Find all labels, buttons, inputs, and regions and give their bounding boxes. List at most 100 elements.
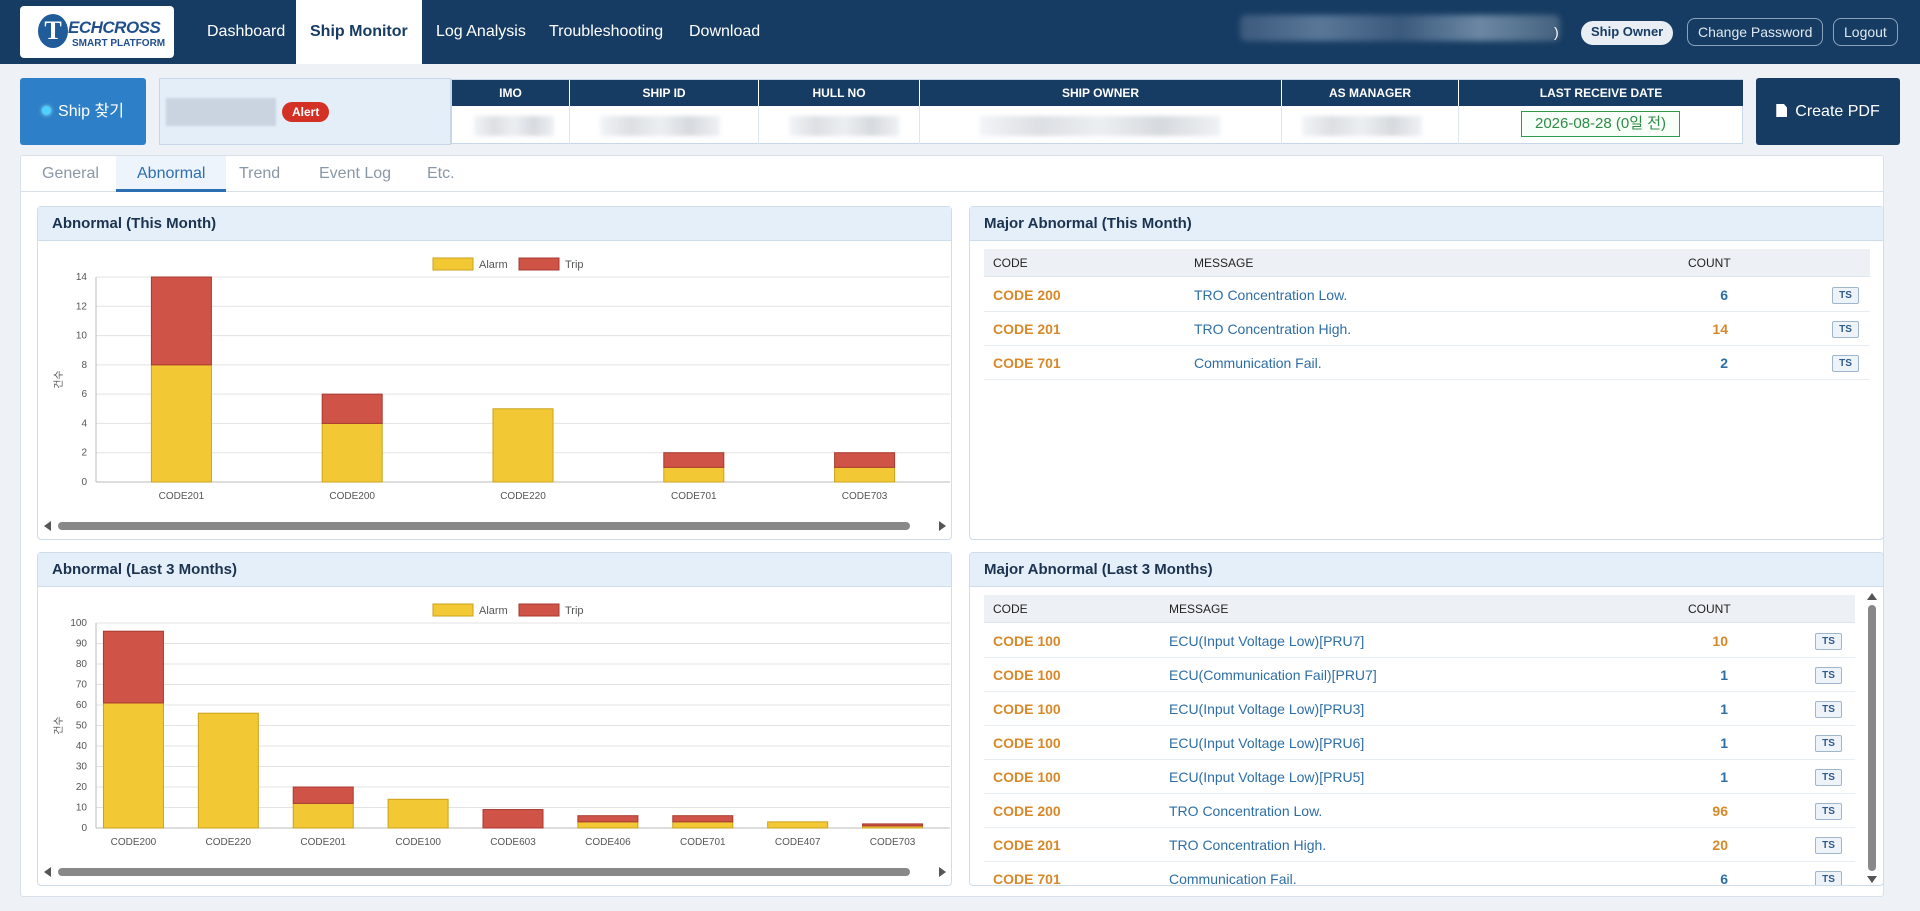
header-count: COUNT [1688,602,1731,616]
table-row: CODE 100 ECU(Input Voltage Low)[PRU7] 10 TS [984,624,1855,658]
row-message[interactable]: TRO Concentration Low. [1194,287,1348,303]
nav-dashboard[interactable]: Dashboard [207,23,286,40]
nav-download[interactable]: Download [689,23,761,40]
tab-etc[interactable]: Etc. [427,165,455,182]
ship-monitor-panel: General Abnormal Trend Event Log Etc. Ab… [20,155,1884,897]
row-message[interactable]: ECU(Input Voltage Low)[PRU6] [1169,735,1365,751]
major-3m-title: Major Abnormal (Last 3 Months) [970,553,1883,587]
ts-button[interactable]: TS [1832,321,1859,338]
tab-event-log[interactable]: Event Log [319,165,392,182]
row-count: 1 [1720,735,1728,751]
col-ship-owner: SHIP OWNER [920,80,1282,106]
logout-button[interactable]: Logout [1833,18,1898,46]
scroll-left-icon[interactable] [44,521,51,531]
y-tick-label: 8 [81,360,87,371]
scroll-right-icon[interactable] [939,867,946,877]
row-message[interactable]: ECU(Communication Fail)[PRU7] [1169,667,1377,683]
create-pdf-button[interactable]: Create PDF [1756,78,1900,145]
nav-ship-monitor[interactable]: Ship Monitor [296,0,422,64]
ship-find-label: Ship 찾기 [58,103,124,120]
techcross-logo[interactable]: T ECHCROSS SMART PLATFORM [20,6,174,58]
x-tick-label: CODE201 [300,837,346,848]
major-3m-vscrollbar[interactable] [1866,591,1878,885]
bar-alarm-code406 [577,821,639,829]
table-header: CODE MESSAGE COUNT [984,595,1855,623]
table-row: CODE 201 TRO Concentration High. 14 TS [984,312,1870,346]
logo-wordmark: ECHCROSS [68,18,161,37]
x-tick-label: CODE220 [500,491,546,502]
ts-button[interactable]: TS [1815,735,1842,752]
scroll-down-icon[interactable] [1867,876,1877,883]
legend-swatch-alarm [432,603,474,617]
ts-button[interactable]: TS [1815,769,1842,786]
ts-button[interactable]: TS [1832,287,1859,304]
row-code: CODE 100 [993,667,1061,683]
bar-alarm-code200 [321,422,383,483]
row-message[interactable]: ECU(Input Voltage Low)[PRU5] [1169,769,1365,785]
abnormal-month-card: Abnormal (This Month) Alarm Trip 0 2 4 6 8 10 12… [37,206,952,540]
major-3m-table: CODE MESSAGE COUNT CODE 100 ECU(Input Vol… [984,595,1855,885]
ts-button[interactable]: TS [1815,803,1842,820]
row-message[interactable]: ECU(Input Voltage Low)[PRU7] [1169,633,1365,649]
major-month-card: Major Abnormal (This Month) CODE MESSAGE… [969,206,1884,540]
scroll-right-icon[interactable] [939,521,946,531]
col-last-receive-date: LAST RECEIVE DATE [1459,80,1743,106]
row-message[interactable]: TRO Concentration High. [1169,837,1327,853]
ts-button[interactable]: TS [1815,837,1842,854]
table-row: CODE 100 ECU(Communication Fail)[PRU7] 1 TS [984,658,1855,692]
abnormal-month-hscrollbar[interactable] [40,519,950,533]
bar-trip-code200 [321,393,383,424]
row-message[interactable]: ECU(Input Voltage Low)[PRU3] [1169,701,1365,717]
y-tick-label: 100 [70,618,87,629]
ts-button[interactable]: TS [1815,701,1842,718]
ts-button[interactable]: TS [1815,633,1842,650]
row-message[interactable]: Communication Fail. [1194,355,1322,371]
x-tick-label: CODE407 [775,837,821,848]
bar-trip-code701 [663,452,725,468]
scroll-thumb[interactable] [1868,605,1876,871]
y-tick-label: 14 [76,272,88,283]
y-tick-label: 30 [76,762,88,773]
ship-name-redacted [166,98,276,126]
tab-general[interactable]: General [42,165,99,182]
bar-alarm-code703 [834,466,896,483]
bar-trip-code201 [292,786,354,804]
row-message[interactable]: TRO Concentration High. [1194,321,1352,337]
scroll-thumb[interactable] [58,522,910,530]
row-code: CODE 200 [993,287,1061,303]
user-name-redacted [1240,15,1560,41]
y-tick-label: 60 [76,700,88,711]
header-count: COUNT [1688,256,1731,270]
ship-find-button[interactable]: Ship 찾기 [20,78,146,145]
nav-log-analysis[interactable]: Log Analysis [436,23,526,40]
row-message[interactable]: Communication Fail. [1169,871,1297,885]
ts-button[interactable]: TS [1815,871,1842,885]
row-message[interactable]: TRO Concentration Low. [1169,803,1323,819]
table-row: CODE 100 ECU(Input Voltage Low)[PRU5] 1 TS [984,760,1855,794]
last-receive-date: 2026-08-28 (0일 전) [1521,111,1680,137]
bar-alarm-code220 [492,408,554,483]
header-code: CODE [993,602,1028,616]
row-count: 6 [1720,287,1728,303]
cell-as-manager [1282,106,1459,144]
bar-trip-code200 [102,630,164,704]
abnormal-3m-hscrollbar[interactable] [40,865,950,879]
bar-trip-code603 [482,809,544,829]
table-row: CODE 701 Communication Fail. 6 TS [984,862,1855,885]
ts-button[interactable]: TS [1832,355,1859,372]
nav-troubleshooting[interactable]: Troubleshooting [549,23,664,40]
scroll-left-icon[interactable] [44,867,51,877]
scroll-up-icon[interactable] [1867,593,1877,600]
scroll-thumb[interactable] [58,868,910,876]
legend-label-trip: Trip [565,605,584,617]
row-count: 20 [1712,837,1728,853]
bar-alarm-code220 [197,712,259,829]
cell-ship-id [570,106,759,144]
tab-abnormal[interactable]: Abnormal [116,156,227,192]
ts-button[interactable]: TS [1815,667,1842,684]
row-code: CODE 701 [993,871,1061,885]
header-message: MESSAGE [1194,256,1254,270]
change-password-button[interactable]: Change Password [1687,18,1824,46]
tab-trend[interactable]: Trend [239,165,281,182]
legend-label-alarm: Alarm [479,605,508,617]
